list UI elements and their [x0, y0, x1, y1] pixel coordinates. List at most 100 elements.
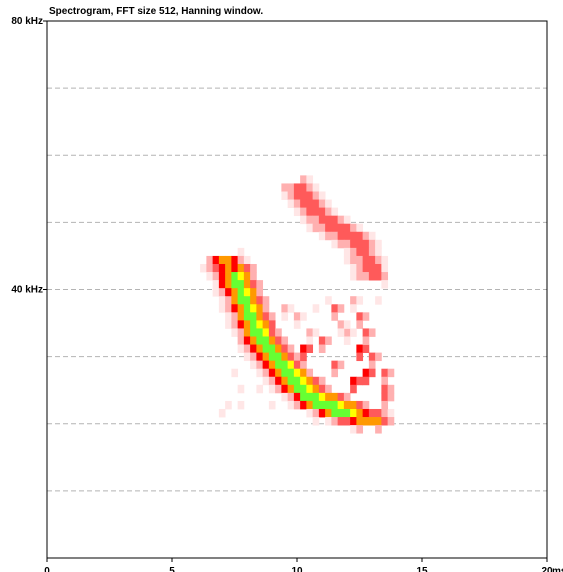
heatmap-cell — [243, 280, 251, 289]
heatmap-cell — [381, 400, 389, 410]
heatmap-cell — [306, 215, 314, 225]
heatmap-cell — [225, 296, 232, 305]
heatmap-cell — [343, 223, 351, 233]
heatmap-cell — [387, 392, 395, 402]
heatmap-cell — [312, 392, 320, 402]
heatmap-cell — [325, 400, 332, 410]
heatmap-cell — [275, 376, 282, 386]
heatmap-cell — [300, 392, 307, 402]
heatmap-cell — [356, 247, 364, 257]
heatmap-cell — [375, 239, 382, 249]
heatmap-cell — [262, 344, 270, 353]
heatmap-cell — [343, 336, 351, 345]
heatmap-cell — [262, 312, 270, 321]
heatmap-cell — [293, 191, 301, 200]
heatmap-cell — [362, 328, 370, 337]
heatmap-cell — [237, 312, 245, 321]
heatmap-cell — [218, 272, 226, 281]
heatmap-cell — [375, 352, 382, 362]
heatmap-cell — [287, 352, 295, 362]
heatmap-cell — [262, 336, 270, 345]
x-tick-label: 15 — [416, 566, 428, 572]
heatmap-cell — [331, 239, 339, 249]
heatmap-cell — [250, 288, 257, 297]
heatmap-cell — [300, 376, 307, 386]
heatmap-cell — [381, 392, 389, 402]
heatmap-cell — [262, 360, 270, 370]
heatmap-cell — [381, 376, 389, 386]
heatmap-cell — [275, 368, 282, 378]
heatmap-cell — [231, 263, 239, 273]
heatmap-cell — [281, 368, 289, 378]
heatmap-cell — [256, 296, 264, 305]
x-tick-label: 20 — [541, 566, 553, 572]
heatmap-cell — [275, 336, 282, 345]
heatmap-cell — [387, 408, 395, 418]
heatmap-cell — [325, 207, 332, 217]
heatmap-cell — [256, 280, 264, 289]
heatmap-cell — [237, 280, 245, 289]
heatmap-cell — [256, 360, 264, 370]
heatmap-cell — [318, 392, 326, 402]
heatmap-cell — [312, 207, 320, 217]
heatmap-cell — [368, 255, 376, 265]
heatmap-cell — [350, 304, 357, 313]
heatmap-cell — [256, 320, 264, 329]
heatmap-cell — [218, 408, 226, 418]
heatmap-cell — [287, 199, 295, 209]
heatmap-cell — [225, 288, 232, 297]
heatmap-cell — [343, 239, 351, 249]
heatmap-cell — [256, 288, 264, 297]
heatmap-cell — [318, 336, 326, 345]
heatmap-cell — [331, 408, 339, 418]
heatmap-cell — [381, 368, 389, 378]
heatmap-cell — [237, 336, 245, 345]
heatmap-cell — [206, 272, 214, 281]
heatmap-cell — [250, 263, 257, 273]
heatmap-cell — [243, 304, 251, 313]
heatmap-cell — [331, 223, 339, 233]
heatmap-cell — [387, 368, 395, 378]
heatmap-cell — [331, 312, 339, 321]
heatmap-cell — [218, 255, 226, 265]
heatmap-cell — [300, 312, 307, 321]
heatmap-cell — [325, 296, 332, 305]
heatmap-cell — [287, 191, 295, 200]
heatmap-cell — [287, 384, 295, 394]
heatmap-cell — [306, 199, 314, 209]
heatmap-cell — [312, 223, 320, 233]
heatmap-cell — [356, 400, 364, 410]
heatmap-cell — [225, 320, 232, 329]
heatmap-cell — [337, 328, 345, 337]
heatmap-cell — [362, 247, 370, 257]
heatmap-cell — [268, 328, 276, 337]
heatmap-cell — [300, 344, 307, 353]
heatmap-cell — [256, 384, 264, 394]
heatmap-cell — [225, 312, 232, 321]
heatmap-cell — [250, 344, 257, 353]
heatmap-cell — [231, 328, 239, 337]
heatmap-cell — [350, 400, 357, 410]
heatmap-cell — [306, 175, 314, 184]
heatmap-cell — [356, 239, 364, 249]
heatmap-cell — [293, 320, 301, 329]
heatmap-cell — [243, 344, 251, 353]
heatmap-cell — [381, 280, 389, 289]
heatmap-cell — [262, 304, 270, 313]
heatmap-cell — [375, 417, 382, 426]
heatmap-cell — [231, 312, 239, 321]
heatmap-cell — [268, 376, 276, 386]
heatmap-cell — [243, 296, 251, 305]
heatmap-cell — [337, 239, 345, 249]
heatmap-cell — [300, 183, 307, 192]
heatmap-cell — [237, 304, 245, 313]
heatmap-cell — [287, 304, 295, 313]
gridlines — [47, 87, 547, 492]
heatmap-cell — [325, 231, 332, 241]
heatmap-cell — [325, 215, 332, 225]
heatmap-cell — [256, 336, 264, 345]
heatmap-cell — [268, 400, 276, 410]
heatmap-cell — [281, 312, 289, 321]
heatmap-cell — [225, 400, 232, 410]
heatmap-cell — [318, 231, 326, 241]
